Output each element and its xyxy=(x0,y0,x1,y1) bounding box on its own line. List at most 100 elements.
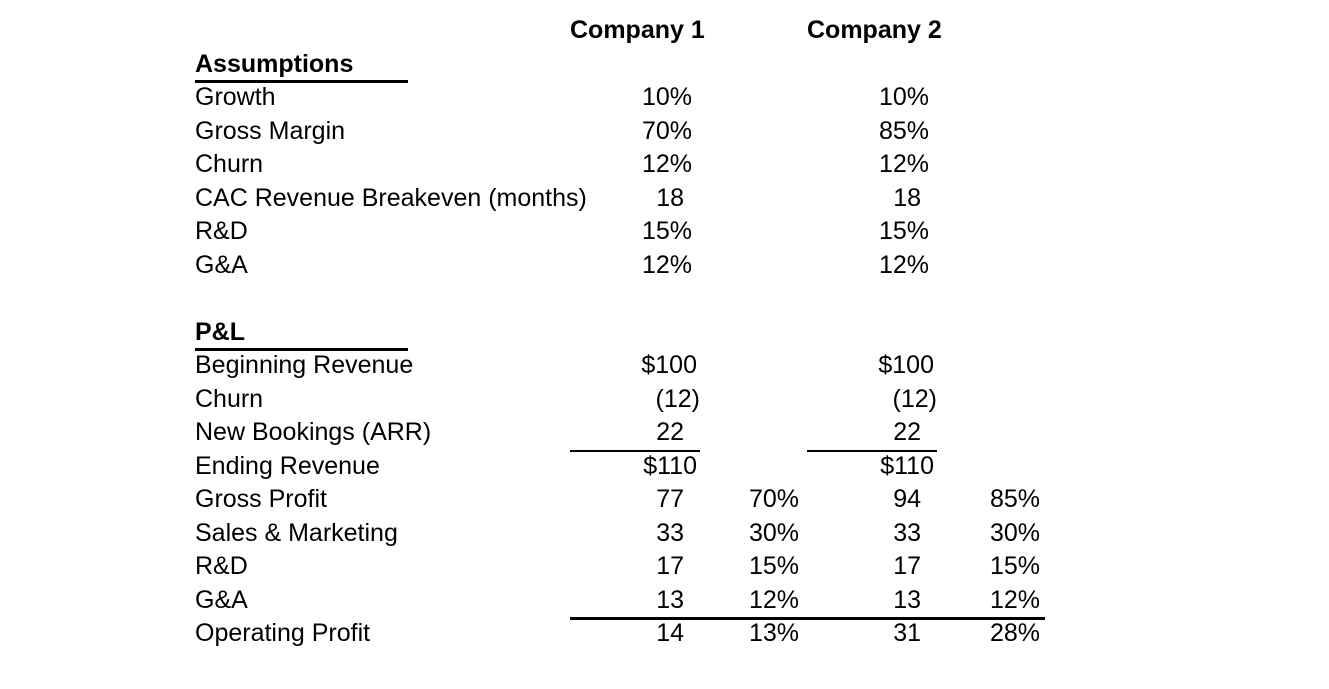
cell-c2-value: 33 xyxy=(893,518,921,547)
row-churn-pnl: Churn (12) (12) xyxy=(195,383,1045,417)
cell-label: New Bookings (ARR) xyxy=(195,418,432,446)
cell-empty xyxy=(807,316,937,351)
cell-gap xyxy=(800,115,807,149)
cell-empty xyxy=(937,450,1045,484)
cell-empty xyxy=(937,14,1045,48)
cell-c1-value: $110 xyxy=(643,451,697,480)
cell-empty xyxy=(700,383,800,417)
cell-gap xyxy=(800,215,807,249)
cell-empty xyxy=(937,249,1045,283)
pnl-section-header-row: P&L xyxy=(195,316,1045,351)
cell-c1-value: 12% xyxy=(641,150,692,178)
cell-gap xyxy=(800,182,807,216)
row-beginning-revenue: Beginning Revenue $100 $100 xyxy=(195,349,1045,383)
row-ending-revenue: Ending Revenue $110 $110 xyxy=(195,450,1045,484)
cell-empty xyxy=(700,14,800,48)
cell-c2-value: 85% xyxy=(878,116,929,145)
cell-empty xyxy=(700,450,800,484)
cell-c2-value: 22 xyxy=(807,416,937,452)
cell-label: Beginning Revenue xyxy=(195,351,414,379)
cell-empty xyxy=(700,148,800,182)
cell-c2-pct: 15% xyxy=(989,552,1040,580)
cell-c1-value: 15% xyxy=(641,217,692,245)
cell-c2-value: 12% xyxy=(878,250,929,279)
cell-label: Gross Margin xyxy=(195,116,346,145)
cell-empty xyxy=(700,215,800,249)
cell-empty xyxy=(937,81,1045,115)
cell-gap xyxy=(800,48,807,83)
cell-c2-pct: 85% xyxy=(989,485,1040,513)
assumptions-section-header-row: Assumptions xyxy=(195,48,1045,83)
cell-c1-value: 77 xyxy=(656,485,684,513)
cell-empty xyxy=(570,316,700,351)
cell-c1-pct: 30% xyxy=(748,518,799,547)
cell-label: Churn xyxy=(195,384,264,413)
cell-c1-pct: 15% xyxy=(748,552,799,580)
cell-empty xyxy=(807,48,937,83)
cell-gap xyxy=(800,14,807,48)
cell-gap xyxy=(800,148,807,182)
cell-c1-value: 18 xyxy=(656,183,684,212)
cell-c1-value: 70% xyxy=(641,116,692,145)
row-rd-assumption: R&D 15% 15% xyxy=(195,215,1045,249)
cell-label: Operating Profit xyxy=(195,619,371,647)
cell-gap xyxy=(800,316,807,351)
assumptions-section-title: Assumptions xyxy=(195,49,408,83)
cell-c1-value: 17 xyxy=(656,552,684,580)
cell-c1-pct: 13% xyxy=(748,619,799,647)
cell-gap xyxy=(800,349,807,383)
cell-c2-value: (12) xyxy=(892,384,937,413)
cell-empty xyxy=(937,316,1045,351)
cell-label: R&D xyxy=(195,217,248,245)
cell-c2-value: 12% xyxy=(878,150,929,178)
cell-section-title: Assumptions xyxy=(195,48,570,83)
cell-label: Gross Profit xyxy=(195,485,327,513)
cell-empty xyxy=(700,416,800,452)
cell-label: R&D xyxy=(195,552,248,580)
cell-c2-value: 13 xyxy=(807,584,937,620)
cell-empty xyxy=(937,48,1045,83)
cell-c1-value: 22 xyxy=(570,416,700,452)
cell-empty xyxy=(195,14,570,48)
row-gross-profit: Gross Profit 77 70% 94 85% xyxy=(195,483,1045,517)
cell-empty xyxy=(937,115,1045,149)
cell-gap xyxy=(800,416,807,452)
cell-c1-value: 33 xyxy=(656,518,684,547)
cell-gap xyxy=(800,550,807,584)
cell-label: Sales & Marketing xyxy=(195,518,398,547)
cell-gap xyxy=(800,517,807,551)
cell-gap xyxy=(800,584,807,620)
column-header-company2: Company 2 xyxy=(807,16,942,44)
cell-c2-pct: 12% xyxy=(937,584,1045,620)
cell-c2-pct: 28% xyxy=(989,619,1040,647)
cell-empty xyxy=(700,316,800,351)
cell-label: Growth xyxy=(195,83,276,111)
row-sales-marketing: Sales & Marketing 33 30% 33 30% xyxy=(195,517,1045,551)
cell-empty xyxy=(700,182,800,216)
cell-c2-value: 10% xyxy=(878,83,929,111)
cell-c1-value: 13 xyxy=(570,584,700,620)
cell-label: G&A xyxy=(195,250,248,279)
cell-empty xyxy=(700,349,800,383)
cell-empty xyxy=(937,416,1045,452)
cell-c1-value: 14 xyxy=(656,619,684,647)
cell-section-title: P&L xyxy=(195,316,570,351)
cell-c1-pct: 12% xyxy=(700,584,800,620)
cell-empty xyxy=(937,383,1045,417)
row-ga-pnl: G&A 13 12% 13 12% xyxy=(195,584,1045,620)
cell-empty xyxy=(700,249,800,283)
cell-label: Ending Revenue xyxy=(195,451,380,480)
row-gross-margin: Gross Margin 70% 85% xyxy=(195,115,1045,149)
column-header-company1: Company 1 xyxy=(570,16,705,44)
cell-empty xyxy=(937,349,1045,383)
row-ga-assumption: G&A 12% 12% xyxy=(195,249,1045,283)
cell-empty xyxy=(937,215,1045,249)
cell-label: CAC Revenue Breakeven (months) xyxy=(195,183,587,212)
cell-gap xyxy=(800,483,807,517)
cell-c2-value: 31 xyxy=(893,619,921,647)
cell-c2-value: 94 xyxy=(893,485,921,513)
cell-empty xyxy=(700,115,800,149)
cell-empty xyxy=(570,48,700,83)
row-new-bookings: New Bookings (ARR) 22 22 xyxy=(195,416,1045,452)
